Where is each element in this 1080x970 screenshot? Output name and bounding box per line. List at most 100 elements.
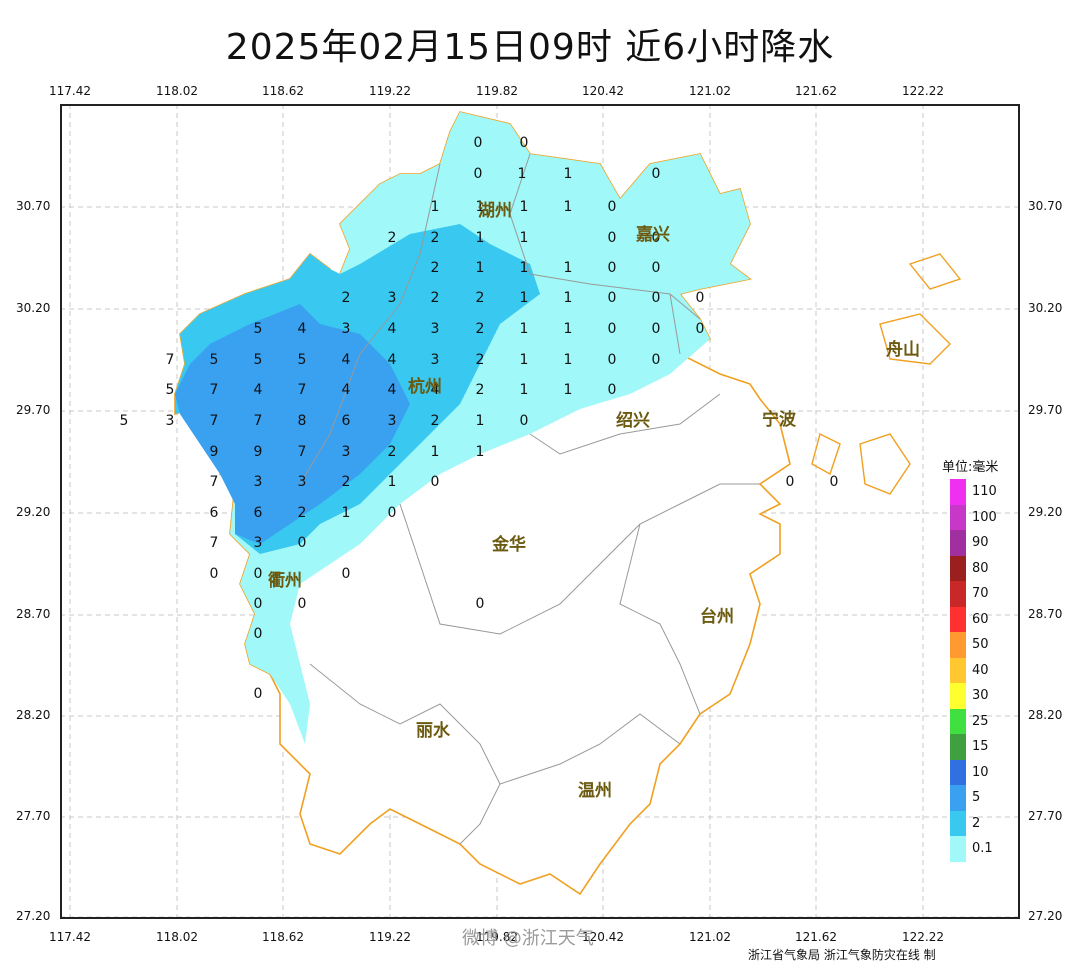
watermark: 微博 @浙江天气 [462, 928, 594, 949]
precip-value: 0 [253, 626, 263, 642]
city-label: 湖州 [478, 201, 512, 221]
precip-value: 2 [387, 230, 397, 246]
precip-value: 1 [475, 230, 485, 246]
map-title: 2025年02月15日09时 近6小时降水 [225, 27, 835, 68]
precip-value: 1 [341, 505, 351, 521]
precip-value: 2 [341, 290, 351, 306]
precip-value: 6 [253, 505, 263, 521]
lon-tick-top: 120.42 [582, 84, 624, 98]
precip-value: 3 [297, 474, 307, 490]
precip-value: 1 [519, 352, 529, 368]
city-label: 舟山 [886, 340, 920, 360]
city-label: 丽水 [416, 721, 450, 741]
precip-value: 3 [341, 444, 351, 460]
legend-label: 30 [972, 688, 989, 704]
legend-label: 0.1 [972, 841, 993, 857]
precip-value: 7 [209, 474, 219, 490]
precip-value: 6 [209, 505, 219, 521]
legend-item: 90 [950, 530, 1030, 556]
precip-value: 2 [430, 290, 440, 306]
lat-tick-right: 30.20 [1028, 301, 1063, 315]
legend-item: 25 [950, 708, 1030, 734]
precip-value: 1 [563, 352, 573, 368]
city-boundaries [299, 153, 760, 845]
precip-value: 3 [430, 321, 440, 337]
precip-value: 7 [297, 382, 307, 398]
lon-tick-top: 121.02 [689, 84, 731, 98]
precip-value: 1 [430, 199, 440, 215]
legend-item: 50 [950, 632, 1030, 658]
precip-value: 1 [563, 166, 573, 182]
precip-value: 1 [475, 444, 485, 460]
lat-tick-left: 29.20 [16, 505, 51, 519]
lon-tick-top: 117.42 [49, 84, 91, 98]
city-label: 台州 [700, 607, 734, 627]
precip-value: 1 [519, 290, 529, 306]
precip-value: 0 [651, 290, 661, 306]
precip-value: 1 [563, 260, 573, 276]
precip-value: 2 [475, 321, 485, 337]
precip-value: 0 [651, 321, 661, 337]
legend-item: 70 [950, 581, 1030, 607]
precip-value: 4 [297, 321, 307, 337]
precip-value: 1 [519, 199, 529, 215]
legend-swatch [950, 606, 966, 632]
precip-value: 5 [209, 352, 219, 368]
precip-value: 5 [297, 352, 307, 368]
precip-value: 0 [519, 135, 529, 151]
lat-tick-left: 27.20 [16, 909, 51, 923]
precip-value: 2 [387, 444, 397, 460]
precip-value: 5 [253, 352, 263, 368]
islands [811, 253, 962, 495]
precip-value: 0 [607, 230, 617, 246]
lon-tick-bottom: 121.62 [795, 930, 837, 944]
legend-label: 10 [972, 764, 989, 780]
precip-value: 2 [430, 413, 440, 429]
precip-value: 5 [165, 382, 175, 398]
precip-value: 3 [253, 474, 263, 490]
legend-item: 15 [950, 734, 1030, 760]
legend-swatch [950, 479, 966, 505]
legend-label: 25 [972, 713, 989, 729]
precip-value: 4 [253, 382, 263, 398]
city-label: 绍兴 [616, 411, 650, 431]
precip-value: 0 [387, 505, 397, 521]
precip-value: 3 [165, 413, 175, 429]
precip-value: 0 [473, 166, 483, 182]
legend-swatch [950, 836, 966, 862]
precip-value: 2 [475, 352, 485, 368]
precip-value: 0 [829, 474, 839, 490]
lat-tick-right: 27.20 [1028, 909, 1063, 923]
precip-value: 0 [651, 166, 661, 182]
precip-value: 4 [341, 352, 351, 368]
legend-label: 100 [972, 509, 997, 525]
lon-tick-bottom: 119.22 [369, 930, 411, 944]
legend-swatch [950, 734, 966, 760]
precip-value: 1 [519, 382, 529, 398]
lat-tick-right: 29.20 [1028, 505, 1063, 519]
city-label: 温州 [578, 781, 612, 801]
precip-value: 0 [607, 290, 617, 306]
precip-value: 2 [475, 382, 485, 398]
precip-value: 0 [651, 352, 661, 368]
lon-tick-top: 121.62 [795, 84, 837, 98]
lat-tick-left: 30.70 [16, 199, 51, 213]
lon-tick-bottom: 117.42 [49, 930, 91, 944]
lon-tick-bottom: 122.22 [902, 930, 944, 944]
precip-value: 4 [430, 382, 440, 398]
precip-value: 0 [430, 474, 440, 490]
lat-tick-left: 28.20 [16, 708, 51, 722]
precip-value: 0 [473, 135, 483, 151]
city-label: 衢州 [268, 571, 302, 591]
legend-swatch [950, 555, 966, 581]
precip-value: 1 [563, 290, 573, 306]
precip-value: 0 [253, 596, 263, 612]
precip-value: 1 [519, 321, 529, 337]
city-label: 嘉兴 [636, 225, 670, 245]
lon-tick-bottom: 119.82 [476, 930, 518, 944]
precip-value: 3 [341, 321, 351, 337]
legend-label: 80 [972, 560, 989, 576]
legend-item: 40 [950, 657, 1030, 683]
legend-item: 10 [950, 759, 1030, 785]
precip-value: 0 [253, 686, 263, 702]
